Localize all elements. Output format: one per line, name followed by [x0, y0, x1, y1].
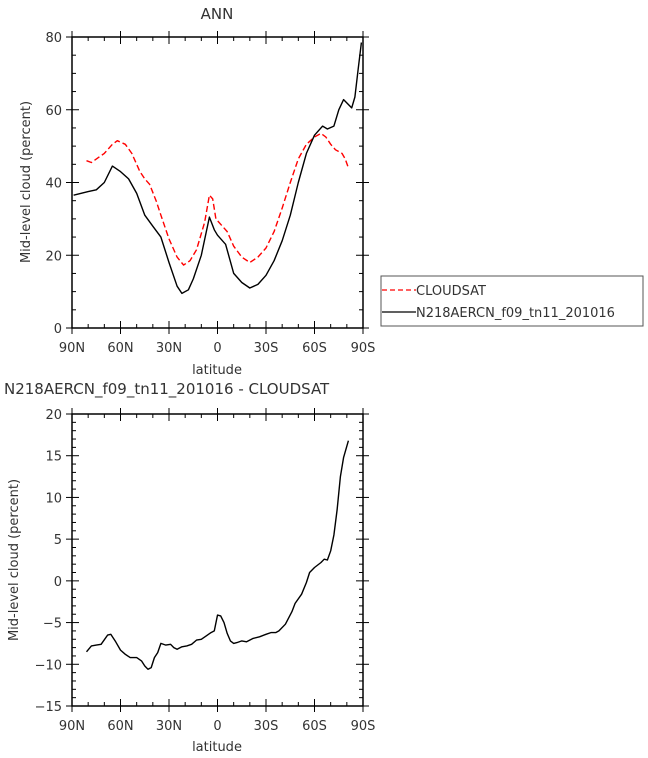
- x-tick-label: 0: [213, 341, 221, 356]
- x-tick-label: 90N: [59, 719, 85, 734]
- x-tick-label: 90N: [59, 341, 85, 356]
- y-tick-label: 5: [54, 533, 62, 548]
- legend: CLOUDSAT N218AERCN_f09_tn11_201016: [380, 275, 644, 327]
- series-line-difference: [85, 440, 350, 670]
- series-line-n218aercn-f09-tn11-201016: [73, 42, 363, 295]
- x-tick-label: 30N: [156, 719, 182, 734]
- y-tick-label: 40: [45, 177, 62, 192]
- bottom-chart-difference: N218AERCN_f09_tn11_201016 - CLOUDSAT lat…: [4, 380, 375, 755]
- x-tick-label: 60N: [107, 719, 133, 734]
- y-tick-label: 10: [45, 491, 62, 506]
- x-tick-label: 60N: [107, 341, 133, 356]
- y-axis-label: Mid-level cloud (percent): [7, 479, 22, 641]
- plot-frame: [71, 413, 364, 707]
- chart-title: N218AERCN_f09_tn11_201016 - CLOUDSAT: [4, 380, 330, 399]
- x-axis-label: latitude: [192, 740, 242, 755]
- x-tick-label: 90S: [351, 719, 376, 734]
- legend-box: [380, 275, 644, 327]
- plot-frame: [71, 36, 364, 329]
- y-tick-label: −10: [35, 658, 62, 673]
- series-line-cloudsat: [86, 132, 350, 266]
- x-tick-label: 30S: [254, 719, 279, 734]
- legend-label-model: N218AERCN_f09_tn11_201016: [416, 306, 615, 321]
- x-tick-label: 30S: [254, 341, 279, 356]
- y-tick-label: 15: [45, 450, 62, 465]
- chart-title: ANN: [201, 5, 234, 23]
- top-chart-ann: ANN latitude Mid-level cloud (percent) 9…: [19, 5, 375, 378]
- y-tick-label: 20: [45, 408, 62, 423]
- y-tick-label: 60: [45, 104, 62, 119]
- x-tick-label: 0: [213, 719, 221, 734]
- y-tick-label: −15: [35, 700, 62, 715]
- y-axis-label: Mid-level cloud (percent): [19, 101, 34, 263]
- x-tick-label: 60S: [302, 719, 327, 734]
- y-tick-label: 80: [45, 31, 62, 46]
- y-tick-label: 20: [45, 249, 62, 264]
- x-tick-label: 90S: [351, 341, 376, 356]
- y-tick-label: 0: [54, 322, 62, 337]
- x-axis-label: latitude: [192, 363, 242, 378]
- y-tick-label: 0: [54, 575, 62, 590]
- legend-label-cloudsat: CLOUDSAT: [416, 284, 486, 299]
- x-tick-label: 30N: [156, 341, 182, 356]
- x-tick-label: 60S: [302, 341, 327, 356]
- y-tick-label: −5: [43, 617, 62, 632]
